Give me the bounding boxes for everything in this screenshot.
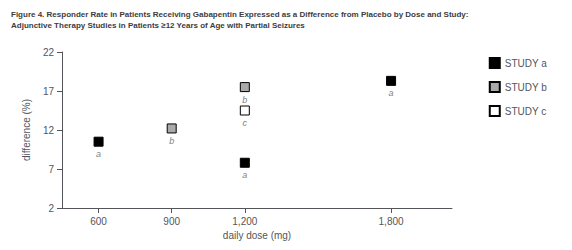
svg-text:600: 600 bbox=[90, 216, 107, 227]
svg-text:7: 7 bbox=[48, 164, 54, 175]
svg-text:22: 22 bbox=[43, 47, 55, 58]
svg-text:1,800: 1,800 bbox=[379, 216, 404, 227]
svg-text:b: b bbox=[169, 136, 174, 146]
svg-text:a: a bbox=[242, 170, 247, 180]
svg-text:17: 17 bbox=[43, 86, 55, 97]
svg-text:STUDY b: STUDY b bbox=[505, 82, 547, 93]
svg-text:difference (%): difference (%) bbox=[21, 99, 32, 161]
svg-text:c: c bbox=[243, 118, 248, 128]
svg-text:1,200: 1,200 bbox=[232, 216, 257, 227]
svg-text:Figure 4. Responder Rate in Pa: Figure 4. Responder Rate in Patients Rec… bbox=[11, 10, 468, 19]
svg-text:a: a bbox=[96, 149, 101, 159]
svg-text:STUDY a: STUDY a bbox=[505, 58, 547, 69]
svg-text:Adjunctive Therapy Studies in: Adjunctive Therapy Studies in Patients ≥… bbox=[11, 21, 305, 30]
svg-text:12: 12 bbox=[43, 125, 55, 136]
svg-text:2: 2 bbox=[48, 203, 54, 214]
svg-text:daily dose (mg): daily dose (mg) bbox=[223, 230, 291, 241]
svg-text:a: a bbox=[389, 88, 394, 98]
svg-text:900: 900 bbox=[163, 216, 180, 227]
svg-text:STUDY c: STUDY c bbox=[505, 106, 546, 117]
svg-text:b: b bbox=[242, 95, 247, 105]
